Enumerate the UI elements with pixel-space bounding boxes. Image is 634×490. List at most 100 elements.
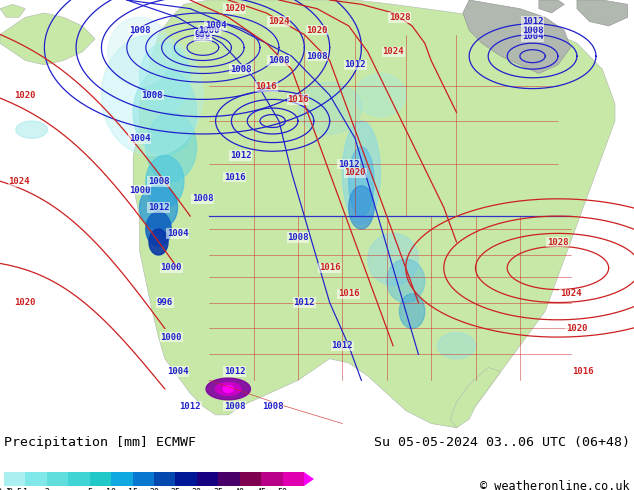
Text: 1012: 1012 bbox=[224, 367, 245, 376]
Text: 1008: 1008 bbox=[148, 177, 169, 186]
Text: 1008: 1008 bbox=[522, 26, 543, 35]
Polygon shape bbox=[304, 472, 314, 486]
Text: 50: 50 bbox=[278, 488, 288, 490]
Text: 1012: 1012 bbox=[522, 17, 543, 26]
Polygon shape bbox=[349, 147, 374, 216]
Polygon shape bbox=[342, 121, 380, 225]
Text: 1020: 1020 bbox=[566, 324, 588, 333]
Text: 30: 30 bbox=[192, 488, 202, 490]
Text: 1012: 1012 bbox=[294, 298, 315, 307]
Text: 1024: 1024 bbox=[268, 17, 290, 26]
Text: 1004: 1004 bbox=[167, 229, 188, 238]
Text: 1000: 1000 bbox=[198, 26, 220, 35]
Text: 2: 2 bbox=[44, 488, 49, 490]
Text: Precipitation [mm] ECMWF: Precipitation [mm] ECMWF bbox=[4, 436, 196, 449]
Polygon shape bbox=[387, 259, 425, 302]
Bar bbox=[176, 472, 197, 486]
Text: 996: 996 bbox=[157, 298, 173, 307]
Text: 0.1: 0.1 bbox=[0, 488, 11, 490]
Text: 1020: 1020 bbox=[344, 169, 366, 177]
Polygon shape bbox=[108, 17, 171, 86]
Polygon shape bbox=[355, 74, 406, 117]
Text: 1012: 1012 bbox=[332, 341, 353, 350]
Polygon shape bbox=[0, 4, 25, 17]
Text: 992: 992 bbox=[195, 32, 211, 41]
Polygon shape bbox=[216, 383, 241, 395]
Text: 45: 45 bbox=[256, 488, 266, 490]
Polygon shape bbox=[146, 212, 171, 246]
Polygon shape bbox=[146, 156, 184, 207]
Polygon shape bbox=[450, 368, 501, 428]
Text: 1016: 1016 bbox=[256, 82, 277, 91]
Text: 1008: 1008 bbox=[262, 402, 283, 411]
Text: 1008: 1008 bbox=[192, 195, 214, 203]
Polygon shape bbox=[577, 0, 628, 26]
Text: 1008: 1008 bbox=[230, 65, 252, 74]
Text: 1028: 1028 bbox=[547, 238, 569, 246]
Polygon shape bbox=[399, 294, 425, 328]
Text: 996: 996 bbox=[195, 30, 211, 39]
Text: 1008: 1008 bbox=[287, 233, 309, 242]
Bar bbox=[261, 472, 283, 486]
Text: 15: 15 bbox=[127, 488, 138, 490]
Polygon shape bbox=[0, 13, 95, 65]
Text: 1024: 1024 bbox=[8, 177, 30, 186]
Text: 35: 35 bbox=[213, 488, 223, 490]
Bar bbox=[4, 472, 25, 486]
Text: 1016: 1016 bbox=[287, 95, 309, 104]
Bar bbox=[133, 472, 154, 486]
Polygon shape bbox=[133, 0, 615, 428]
Bar bbox=[283, 472, 304, 486]
Text: 1012: 1012 bbox=[338, 160, 359, 169]
Text: 5: 5 bbox=[87, 488, 92, 490]
Polygon shape bbox=[16, 121, 48, 138]
Text: 1020: 1020 bbox=[15, 298, 36, 307]
Bar bbox=[25, 472, 47, 486]
Polygon shape bbox=[146, 112, 197, 181]
Text: 1024: 1024 bbox=[382, 48, 404, 56]
Text: 1004: 1004 bbox=[205, 22, 226, 30]
Text: 40: 40 bbox=[235, 488, 245, 490]
Text: 1020: 1020 bbox=[15, 91, 36, 99]
Bar bbox=[154, 472, 176, 486]
Text: 1000: 1000 bbox=[160, 264, 182, 272]
Text: 1028: 1028 bbox=[389, 13, 410, 22]
Text: 1020: 1020 bbox=[306, 26, 328, 35]
Text: 1012: 1012 bbox=[148, 203, 169, 212]
Text: 1016: 1016 bbox=[319, 264, 340, 272]
Polygon shape bbox=[133, 69, 197, 156]
Bar bbox=[68, 472, 90, 486]
Text: 1004: 1004 bbox=[129, 134, 150, 143]
Polygon shape bbox=[539, 0, 564, 13]
Text: 1004: 1004 bbox=[167, 367, 188, 376]
Text: 1016: 1016 bbox=[224, 172, 245, 182]
Polygon shape bbox=[298, 82, 361, 134]
Text: 0.5: 0.5 bbox=[7, 488, 22, 490]
Text: 20: 20 bbox=[149, 488, 159, 490]
Text: 1000: 1000 bbox=[129, 186, 150, 195]
Polygon shape bbox=[463, 0, 571, 74]
Polygon shape bbox=[139, 43, 190, 112]
Polygon shape bbox=[223, 386, 233, 392]
Bar bbox=[47, 472, 68, 486]
Polygon shape bbox=[139, 186, 178, 229]
Bar bbox=[218, 472, 240, 486]
Text: 1024: 1024 bbox=[560, 290, 581, 298]
Text: Su 05-05-2024 03..06 UTC (06+48): Su 05-05-2024 03..06 UTC (06+48) bbox=[374, 436, 630, 449]
Text: 1: 1 bbox=[23, 488, 28, 490]
Text: 1012: 1012 bbox=[230, 151, 252, 160]
Bar bbox=[197, 472, 218, 486]
Polygon shape bbox=[437, 333, 476, 359]
Bar bbox=[90, 472, 111, 486]
Polygon shape bbox=[149, 229, 168, 255]
Text: 1004: 1004 bbox=[522, 32, 543, 41]
Text: 1008: 1008 bbox=[268, 56, 290, 65]
Text: 1008: 1008 bbox=[141, 91, 163, 99]
Text: 1000: 1000 bbox=[160, 333, 182, 342]
Text: 1016: 1016 bbox=[338, 290, 359, 298]
Polygon shape bbox=[101, 35, 203, 156]
Polygon shape bbox=[206, 378, 250, 400]
Polygon shape bbox=[349, 186, 374, 229]
Bar bbox=[240, 472, 261, 486]
Bar bbox=[111, 472, 133, 486]
